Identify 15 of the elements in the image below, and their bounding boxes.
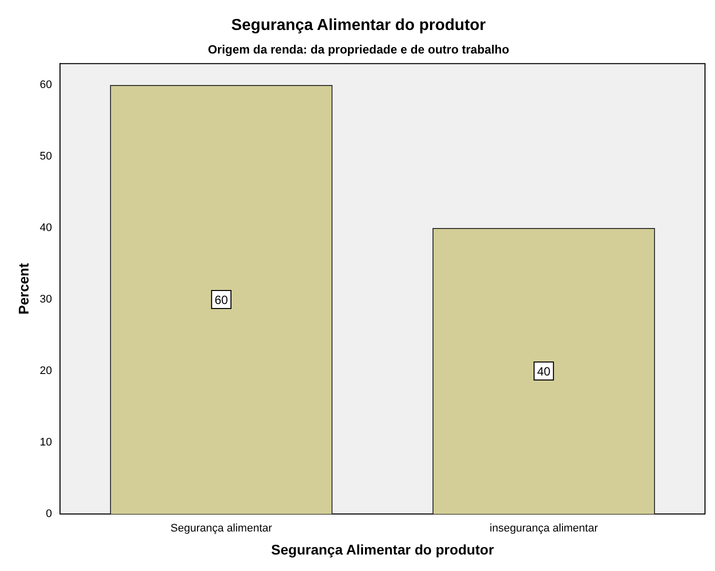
y-tick-label: 50: [40, 150, 52, 163]
y-tick-label: 30: [40, 294, 52, 306]
data-label: 40: [537, 364, 551, 378]
data-label: 60: [214, 292, 228, 307]
x-axis-title: Segurança Alimentar do produtor: [271, 541, 494, 558]
y-axis-title: Percent: [15, 262, 32, 314]
chart-subtitle: Origem da renda: da propriedade e de outro trabalho: [208, 42, 510, 57]
y-tick-label: 60: [40, 79, 52, 92]
x-tick-label: insegurança alimentar: [490, 522, 598, 535]
y-tick-label: 40: [40, 222, 52, 234]
chart-title: Segurança Alimentar do produtor: [231, 17, 486, 34]
y-tick-label: 0: [46, 508, 52, 520]
y-tick-label: 20: [40, 365, 52, 378]
x-tick-label: Segurança alimentar: [170, 522, 272, 535]
y-tick-label: 10: [40, 436, 52, 449]
